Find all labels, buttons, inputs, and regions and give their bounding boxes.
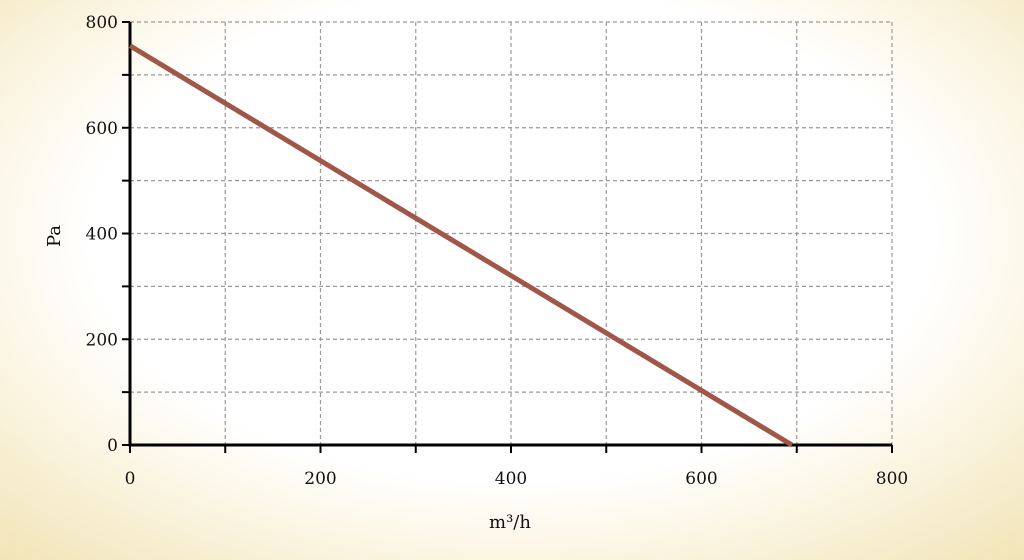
- x-axis-label: m³/h: [489, 512, 531, 533]
- x-tick-label: 800: [876, 469, 908, 489]
- y-tick-label: 400: [86, 225, 118, 245]
- y-tick-labels: 0 200 400 600 800: [86, 13, 118, 456]
- x-tick-label: 400: [495, 469, 527, 489]
- y-tick-label: 600: [86, 119, 118, 139]
- series-line: [128, 43, 794, 448]
- y-tick-label: 800: [86, 13, 118, 33]
- grid: [130, 21, 893, 445]
- ticks: [122, 21, 893, 453]
- x-tick-label: 200: [304, 469, 336, 489]
- series: [128, 43, 794, 448]
- axes: [128, 22, 892, 447]
- y-tick-label: 0: [107, 436, 118, 456]
- y-axis-label: Pa: [44, 225, 65, 247]
- x-tick-label: 0: [125, 469, 136, 489]
- x-tick-label: 600: [685, 469, 717, 489]
- x-tick-labels: 0 200 400 600 800: [125, 469, 909, 489]
- y-tick-label: 200: [86, 330, 118, 350]
